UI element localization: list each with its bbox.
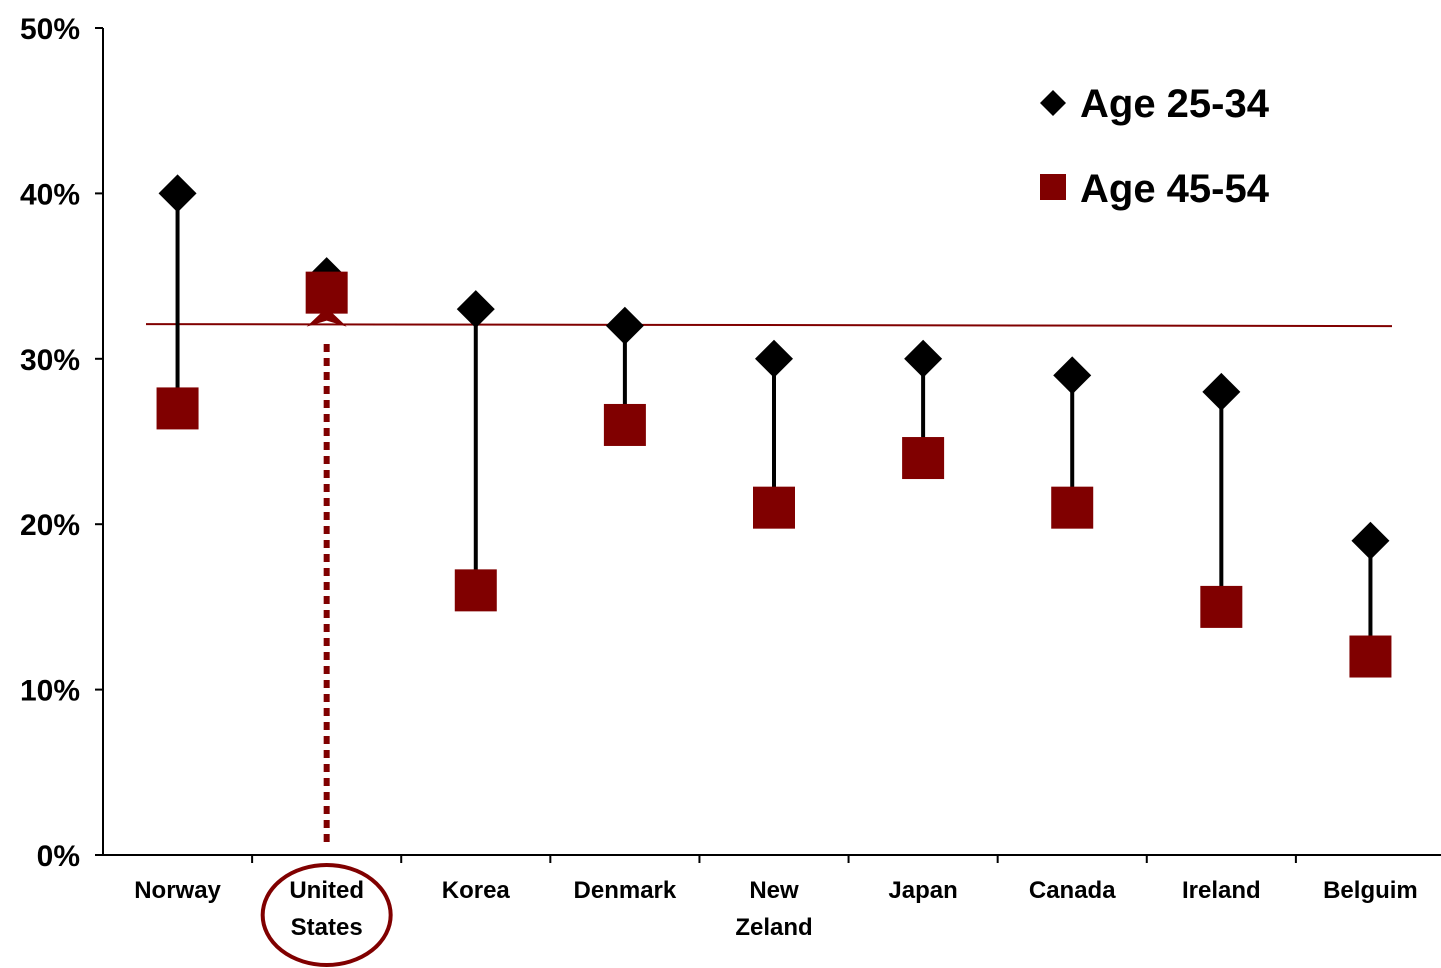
point-age-25-34 — [1053, 356, 1092, 395]
x-tick-label: Denmark — [574, 877, 677, 904]
legend: Age 25-34 Age 45-54 — [1040, 82, 1270, 211]
point-age-25-34 — [605, 306, 644, 345]
legend-marker-age-45-54 — [1040, 174, 1066, 200]
x-tick-label: Korea — [442, 877, 511, 904]
point-age-45-54 — [1349, 635, 1392, 678]
point-age-45-54 — [305, 271, 348, 314]
y-tick-label: 50% — [20, 13, 80, 46]
y-tick-label: 20% — [20, 509, 80, 542]
point-age-45-54 — [1200, 585, 1243, 628]
legend-marker-age-25-34 — [1040, 90, 1066, 116]
point-age-45-54 — [753, 486, 795, 529]
point-age-45-54 — [156, 387, 199, 430]
annotation-layer — [260, 307, 393, 967]
reference-line-layer — [145, 323, 1393, 328]
x-tick-label: Belguim — [1323, 877, 1418, 904]
y-tick-label: 10% — [20, 675, 80, 708]
x-tick-label: United States — [289, 877, 364, 941]
reference-line — [145, 323, 1393, 328]
markers-layer — [156, 174, 1392, 678]
y-tick-label: 40% — [20, 178, 80, 211]
point-age-25-34 — [1351, 521, 1390, 560]
point-age-45-54 — [1051, 486, 1094, 529]
point-age-25-34 — [755, 339, 793, 378]
x-tick-label: Norway — [134, 877, 221, 904]
legend-label-age-25-34: Age 25-34 — [1080, 82, 1270, 126]
y-tick-label: 30% — [20, 344, 80, 377]
point-age-25-34 — [456, 290, 495, 329]
x-tick-label: Canada — [1029, 877, 1116, 904]
legend-label-age-45-54: Age 45-54 — [1080, 167, 1270, 211]
x-tick-label: Ireland — [1182, 877, 1261, 904]
x-tick-label: New Zeland — [735, 877, 812, 941]
point-age-25-34 — [904, 339, 943, 378]
point-age-45-54 — [603, 403, 646, 446]
point-age-25-34 — [1202, 372, 1241, 411]
point-age-45-54 — [454, 569, 497, 612]
y-tick-label: 0% — [37, 840, 80, 873]
highlight-arrow-head — [306, 307, 347, 327]
highlight-circle — [260, 863, 393, 967]
point-age-45-54 — [902, 437, 945, 480]
x-tick-label: Japan — [888, 877, 957, 904]
stems-layer — [175, 193, 1373, 657]
axes: 0% 10% 20% 30% 40% 50% Norway United States Korea… — [20, 13, 1441, 941]
point-age-25-34 — [158, 174, 197, 213]
